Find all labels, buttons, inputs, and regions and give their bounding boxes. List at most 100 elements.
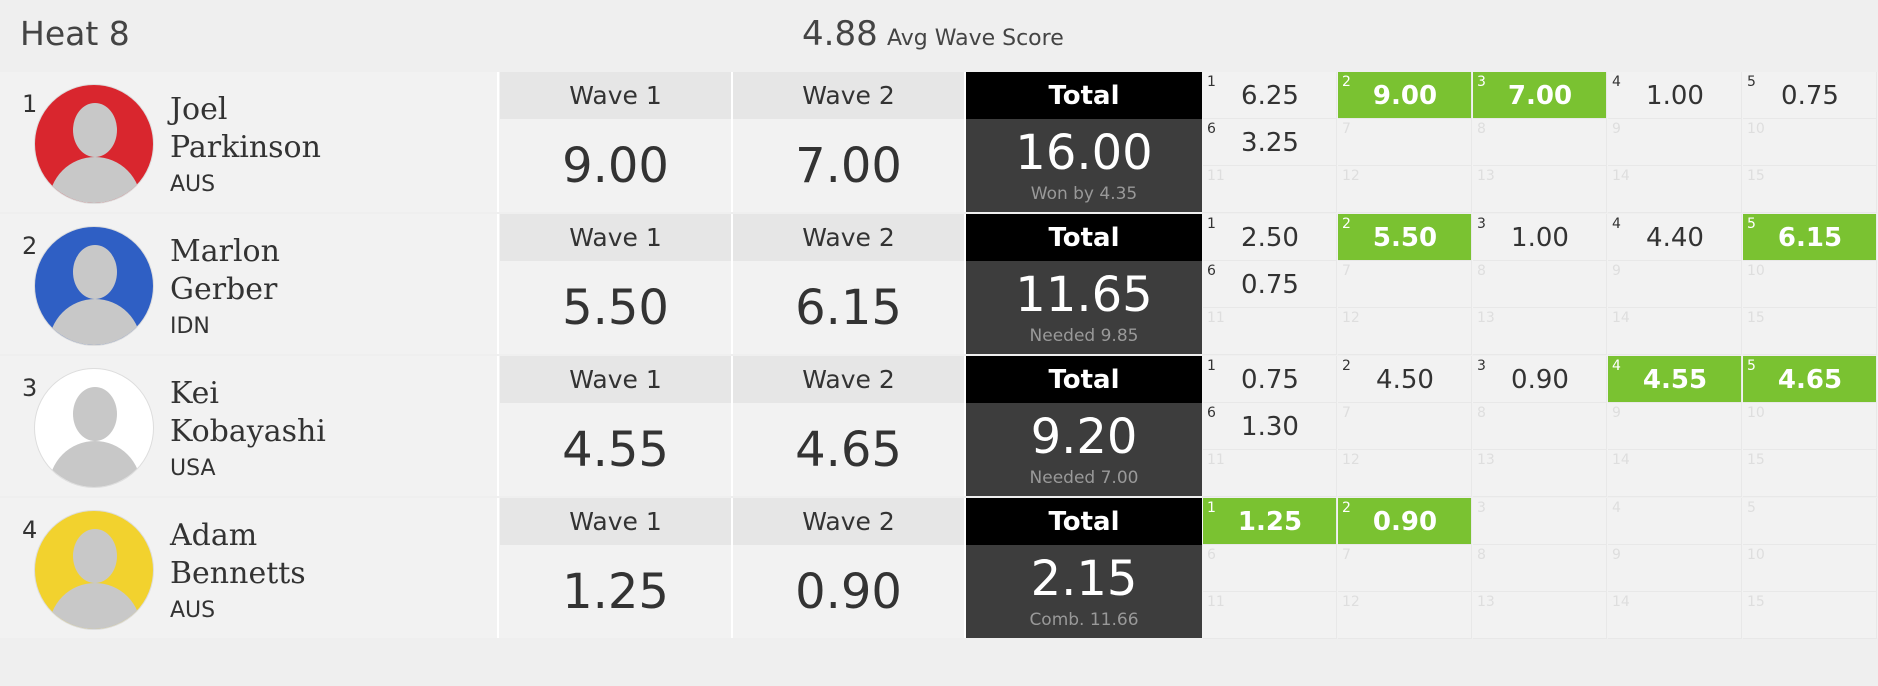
wave-cell: 2 4.50 [1338,356,1472,403]
wave-cell: 9 [1608,545,1742,592]
total-note: Needed 7.00 [1029,468,1139,488]
wave-number: 11 [1207,452,1225,468]
wave-cell-score: 6.25 [1241,80,1299,111]
wave-cell-score: 1.25 [1237,506,1303,537]
wave-cell: 14 [1608,166,1742,213]
wave-score: 4.65 [795,421,902,478]
wave-cell-score: 6.15 [1777,222,1843,253]
divider [731,72,733,212]
wave-header: Wave 1 [500,498,731,545]
avatar-body [49,157,141,203]
wave-number: 10 [1747,121,1765,137]
total-score: 9.20 [1030,409,1138,465]
wave-number: 7 [1342,547,1351,563]
wave-cell-score: 4.55 [1642,364,1708,395]
wave-cell: 10 [1743,403,1877,450]
avatar-head [73,529,117,583]
wave-number: 4 [1612,216,1621,232]
divider [497,356,499,496]
wave-number: 15 [1747,452,1765,468]
wave-cell: 7 [1338,403,1472,450]
wave-cell-score: 0.90 [1511,364,1569,395]
wave-cell-score: 7.00 [1507,80,1573,111]
wave-number: 9 [1612,121,1621,137]
wave-score: 4.55 [562,421,669,478]
wave-cell: 6 3.25 [1203,119,1337,166]
wave-cell: 5 0.75 [1743,72,1877,119]
wave-cell-score: 4.40 [1646,222,1704,253]
country: AUS [170,172,216,197]
wave-cell: 11 [1203,450,1337,497]
first-name: Kei [170,376,219,411]
divider [964,72,966,212]
wave-number: 13 [1477,594,1495,610]
avatar [34,226,154,346]
wave-number: 14 [1612,168,1630,184]
wave-number: 15 [1747,594,1765,610]
rank: 1 [22,90,38,118]
wave-number: 8 [1477,405,1486,421]
wave-number: 6 [1207,405,1216,421]
wave-header: Wave 2 [733,72,964,119]
wave-cell: 3 7.00 [1473,72,1607,119]
wave-cell: 2 9.00 [1338,72,1472,119]
divider [964,498,966,638]
wave-score: 0.90 [795,563,902,620]
surfer-row: 4 Adam Bennetts AUS Wave 1 1.25 Wave 2 0.90 Tota… [0,498,1878,639]
country: IDN [170,314,210,339]
wave-number: 13 [1477,310,1495,326]
wave-header: Wave 1 [500,72,731,119]
wave-cell: 4 4.55 [1608,356,1742,403]
wave-cell: 11 [1203,592,1337,639]
surfer-row: 1 Joel Parkinson AUS Wave 1 9.00 Wave 2 7.00 Tot… [0,72,1878,213]
divider [731,498,733,638]
wave-number: 10 [1747,263,1765,279]
wave-score: 9.00 [562,137,669,194]
wave-number: 8 [1477,263,1486,279]
divider [964,214,966,354]
wave-number: 12 [1342,310,1360,326]
wave-cell: 6 1.30 [1203,403,1337,450]
surfer-row: 3 Kei Kobayashi USA Wave 1 4.55 Wave 2 4.65 Tota… [0,356,1878,497]
total-score: 11.65 [1015,267,1153,323]
wave-cell: 6 0.75 [1203,261,1337,308]
wave-cell: 5 6.15 [1743,214,1877,261]
wave-cell: 12 [1338,450,1472,497]
wave-cell: 3 1.00 [1473,214,1607,261]
total-box: 2.15 Comb. 11.66 [966,545,1202,638]
avatar-body [49,441,141,487]
wave-cell: 6 [1203,545,1337,592]
avg-score: 4.88 [802,14,878,54]
divider [731,356,733,496]
wave-header: Wave 2 [733,498,964,545]
wave-number: 6 [1207,547,1216,563]
wave-cell: 4 1.00 [1608,72,1742,119]
wave-cell-score: 1.00 [1511,222,1569,253]
wave-cell: 1 1.25 [1203,498,1337,545]
wave-cell-score: 4.50 [1376,364,1434,395]
wave-number: 15 [1747,310,1765,326]
wave-number: 7 [1342,121,1351,137]
total-note: Comb. 11.66 [1029,610,1139,630]
wave-number: 9 [1612,405,1621,421]
wave-cell-score: 0.75 [1241,364,1299,395]
wave-number: 3 [1477,216,1486,232]
wave-cell: 1 2.50 [1203,214,1337,261]
header: Heat 8 4.88 Avg Wave Score [0,0,1878,70]
wave-number: 5 [1747,500,1756,516]
last-name: Parkinson [170,130,321,165]
total-note: Won by 4.35 [1030,184,1138,204]
wave-cell: 11 [1203,166,1337,213]
wave-cell: 10 [1743,545,1877,592]
wave-number: 3 [1477,500,1486,516]
avg-label: Avg Wave Score [887,26,1064,51]
avatar [34,368,154,488]
wave-cell: 13 [1473,592,1607,639]
wave-cell: 14 [1608,592,1742,639]
wave-number: 1 [1207,358,1216,374]
wave-number: 12 [1342,594,1360,610]
wave-cell: 13 [1473,450,1607,497]
total-header: Total [966,356,1202,403]
total-score: 16.00 [1015,125,1153,181]
